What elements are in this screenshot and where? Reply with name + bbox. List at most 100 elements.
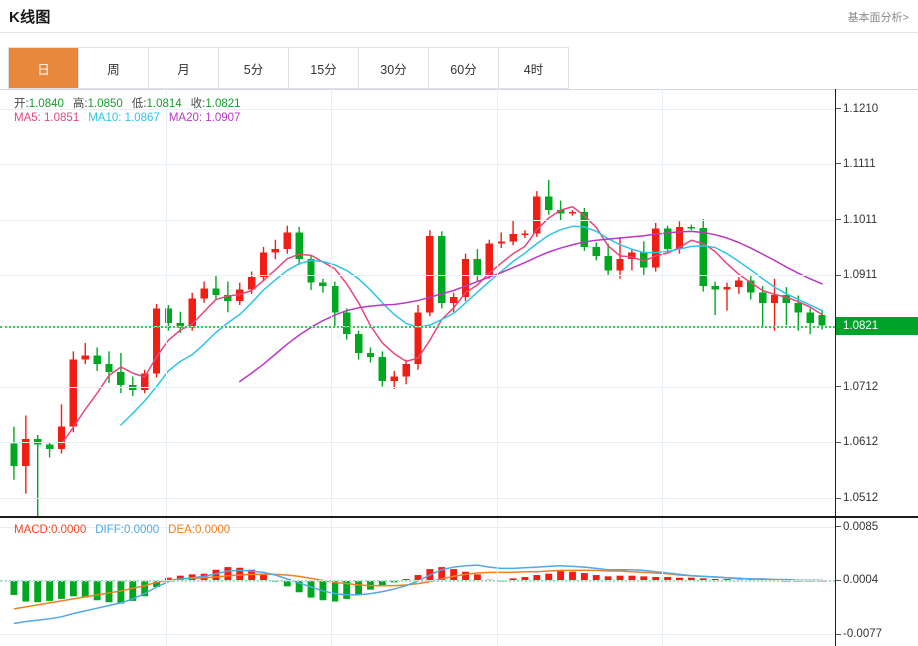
spacer (123, 98, 132, 110)
price-panel[interactable]: 开:1.0840 高:1.0850 低:1.0814 收:1.0821 MA5:… (0, 89, 835, 516)
macd-bar-8 (105, 580, 113, 603)
tab-label: 月 (177, 62, 190, 77)
macd-bar-24 (295, 580, 303, 593)
candle-55 (663, 225, 672, 253)
candle-39 (473, 249, 482, 282)
macd-bar-21 (260, 573, 267, 581)
candle-34 (414, 305, 422, 370)
ohlc-legend: 开:1.0840 高:1.0850 低:1.0814 收:1.0821 (14, 95, 241, 111)
candle-57 (687, 224, 696, 231)
candle-5 (69, 351, 78, 433)
price-vgridline-0 (166, 89, 167, 516)
macd-tick-label: -0.0077 (843, 628, 883, 641)
price-vgridline-1 (331, 89, 332, 516)
macd-bar-45 (545, 573, 553, 581)
macd-legend: MACD:0.0000 DIFF:0.0000 DEA:0.0000 (14, 524, 230, 536)
tick-dash-icon (836, 107, 841, 109)
tab-7[interactable]: 4时 (499, 48, 569, 88)
spacer (64, 98, 73, 110)
macd-bar-42 (509, 578, 517, 581)
macd-panel[interactable]: MACD:0.0000 DIFF:0.0000 DEA:0.0000 (0, 518, 835, 646)
fundamental-analysis-link[interactable]: 基本面分析> (847, 12, 909, 24)
macd-bar-25 (307, 580, 315, 598)
moving-average-legend: MA5: 1.0851 MA10: 1.0867 MA20: 1.0907 (14, 112, 240, 124)
ma-legend-1: MA10: 1.0867 (88, 112, 160, 124)
macd-bar-6 (81, 580, 89, 598)
candle-22 (271, 239, 280, 260)
candle-4 (57, 404, 66, 454)
price-gridline-3 (0, 275, 835, 277)
ma-legend-2: MA20: 1.0907 (168, 112, 241, 124)
macd-tick-0: 0.0085 (836, 520, 918, 534)
candle-30 (366, 347, 375, 363)
macd-bar-59 (711, 579, 719, 581)
price-tick-3: 1.0911 (836, 268, 918, 282)
macd-bar-19 (236, 567, 244, 581)
macd-bar-0 (10, 580, 18, 595)
candle-50 (604, 243, 612, 275)
macd-bar-31 (378, 580, 386, 586)
macd-gridline-2 (0, 634, 835, 636)
tick-dash-icon (836, 526, 841, 528)
page-header: K线图 基本面分析> (0, 0, 918, 32)
tick-dash-icon (836, 219, 841, 221)
macd-bar-17 (212, 569, 220, 581)
ma20-line (238, 230, 823, 383)
macd-bar-29 (355, 580, 363, 595)
price-tick-label: 1.1011 (843, 213, 878, 226)
macd-bar-37 (450, 569, 458, 581)
ohlc-label-1: 高: (72, 98, 88, 110)
candle-38 (461, 253, 470, 302)
macd-bar-60 (723, 579, 731, 581)
candle-33 (402, 359, 410, 385)
tab-5[interactable]: 30分 (359, 48, 429, 88)
candle-42 (509, 220, 517, 246)
macd-bar-47 (569, 571, 576, 581)
macd-bar-33 (402, 579, 410, 581)
tab-0[interactable]: 日 (9, 48, 79, 88)
tab-label: 60分 (450, 62, 477, 77)
panel-separator (0, 516, 918, 518)
candle-52 (628, 249, 636, 271)
price-axis-line (835, 89, 836, 646)
price-tick-label: 1.0512 (843, 492, 879, 505)
macd-bar-56 (676, 577, 683, 581)
candle-24 (295, 226, 303, 265)
candle-54 (652, 222, 660, 272)
ohlc-label-0: 开: (14, 98, 29, 110)
candle-31 (378, 351, 387, 387)
tick-dash-icon (836, 163, 841, 165)
ohlc-value-3: 1.0821 (205, 98, 241, 110)
candle-8 (105, 351, 113, 384)
macd-bar-3 (46, 580, 54, 601)
price-tick-1: 1.1111 (836, 157, 918, 171)
tab-4[interactable]: 15分 (289, 48, 359, 88)
macd-tick-label: 0.0004 (843, 574, 879, 587)
macd-bar-4 (58, 580, 65, 599)
ohlc-value-0: 1.0840 (28, 98, 64, 110)
candle-49 (592, 242, 600, 261)
macd-bar-12 (153, 580, 160, 587)
tab-3[interactable]: 5分 (219, 48, 289, 88)
candle-1 (22, 415, 30, 494)
macd-bar-39 (473, 574, 481, 581)
ohlc-label-3: 收: (190, 98, 206, 110)
candle-53 (640, 241, 648, 275)
candle-43 (521, 230, 529, 239)
tab-1[interactable]: 周 (79, 48, 149, 88)
macd-bar-54 (652, 577, 660, 581)
macd-legend-0: MACD:0.0000 (14, 524, 87, 536)
macd-bar-52 (628, 575, 636, 581)
page-title: K线图 (9, 9, 51, 26)
price-tick-0: 1.1210 (836, 102, 918, 116)
candle-62 (747, 274, 755, 300)
candle-11 (140, 369, 149, 394)
tab-6[interactable]: 60分 (429, 48, 499, 88)
candle-36 (438, 231, 446, 309)
macd-bar-44 (533, 575, 541, 581)
macd-tick-1: 0.0004 (836, 573, 918, 587)
timeframe-tabbar[interactable]: 日 周 月 5分 15分 30分 60分 4时 (8, 47, 569, 89)
candle-2 (34, 435, 42, 516)
macd-bar-58 (699, 578, 707, 581)
tab-2[interactable]: 月 (149, 48, 219, 88)
